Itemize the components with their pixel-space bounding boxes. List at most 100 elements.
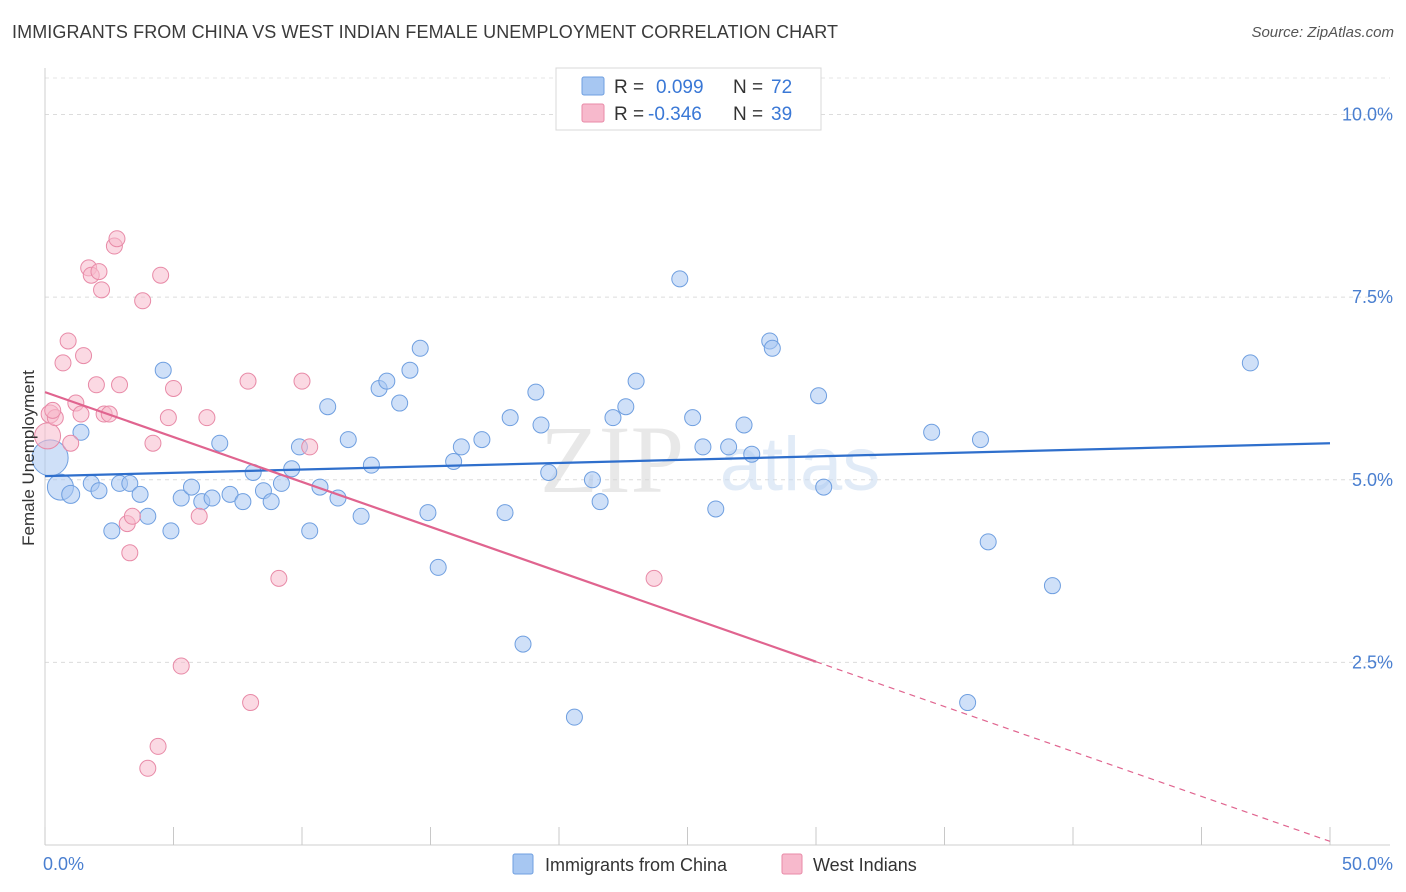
- point-1-28: [190, 507, 208, 525]
- tick-labels: 2.5% 5.0% 7.5% 10.0% 0.0% 50.0%: [43, 105, 1393, 874]
- point-0-38: [419, 504, 437, 522]
- stats-legend: R = 0.099 N = 72 R = -0.346 N = 39: [555, 67, 822, 131]
- point-1-5: [62, 434, 80, 452]
- point-0-44: [501, 409, 519, 427]
- watermark-atlas: atlas: [720, 422, 881, 507]
- point-0-42: [473, 431, 491, 449]
- point-1-3: [54, 354, 72, 372]
- legend-n-label-china: N =: [733, 77, 763, 98]
- point-1-21: [139, 759, 157, 777]
- point-0-39: [429, 558, 447, 576]
- point-0-59: [720, 438, 738, 456]
- legend-swatch-china: [581, 76, 605, 96]
- bottom-legend-label-west-indians: West Indians: [813, 855, 917, 875]
- axes: [44, 68, 1390, 846]
- y-tick-label-3: 10.0%: [1342, 105, 1393, 125]
- point-0-8: [121, 474, 139, 492]
- point-0-63: [763, 339, 781, 357]
- point-0-61: [743, 445, 761, 463]
- point-0-49: [565, 708, 583, 726]
- point-0-58: [707, 500, 725, 518]
- point-1-36: [44, 401, 62, 419]
- gridlines: [45, 77, 1390, 663]
- y-tick-label-0: 2.5%: [1352, 652, 1393, 672]
- point-0-47: [532, 416, 550, 434]
- legend-n-label-west-indians: N =: [733, 104, 763, 125]
- point-1-34: [301, 438, 319, 456]
- point-1-18: [121, 544, 139, 562]
- point-0-6: [103, 522, 121, 540]
- point-0-40: [445, 453, 463, 470]
- point-0-64: [810, 387, 828, 405]
- point-0-43: [496, 504, 514, 522]
- point-0-67: [971, 431, 989, 449]
- series-1: [34, 230, 663, 777]
- point-1-29: [198, 409, 216, 427]
- point-0-54: [627, 372, 645, 390]
- legend-n-value-west-indians: 39: [771, 104, 792, 125]
- point-0-30: [339, 431, 357, 449]
- series-legend: Immigrants from China West Indians: [512, 853, 917, 875]
- point-0-31: [352, 507, 370, 525]
- chart-title: IMMIGRANTS FROM CHINA VS WEST INDIAN FEM…: [12, 22, 839, 42]
- point-1-27: [172, 657, 190, 675]
- point-0-18: [221, 485, 239, 503]
- legend-n-value-china: 72: [771, 77, 792, 98]
- point-0-65: [815, 478, 833, 496]
- trend-line-1: [44, 391, 817, 663]
- point-0-66: [923, 423, 941, 441]
- point-0-14: [182, 478, 200, 496]
- legend-swatch-west-indians: [581, 103, 605, 123]
- point-0-11: [154, 361, 172, 379]
- point-0-37: [411, 339, 429, 357]
- legend-r-label-west-indians: R =: [614, 104, 644, 125]
- point-0-36: [401, 361, 419, 379]
- point-0-27: [311, 478, 329, 496]
- point-0-57: [694, 438, 712, 456]
- point-1-20: [134, 292, 152, 310]
- x-tick-label-min: 0.0%: [43, 854, 84, 874]
- point-0-52: [604, 409, 622, 427]
- point-1-32: [270, 569, 288, 587]
- point-0-35: [391, 394, 409, 412]
- point-1-22: [144, 434, 162, 452]
- point-0-5: [90, 482, 108, 500]
- bottom-legend-label-china: Immigrants from China: [545, 855, 728, 875]
- point-0-48: [540, 463, 558, 481]
- legend-r-label-china: R =: [614, 77, 644, 98]
- point-1-4: [59, 332, 77, 350]
- point-0-12: [162, 522, 180, 540]
- watermark: ZIP atlas: [540, 406, 880, 513]
- point-1-35: [645, 569, 663, 587]
- point-0-26: [301, 522, 319, 540]
- point-0-10: [139, 507, 157, 525]
- legend-r-value-west-indians: -0.346: [648, 104, 702, 125]
- point-0-50: [583, 471, 601, 489]
- point-0-28: [319, 398, 337, 416]
- point-1-31: [242, 694, 260, 712]
- point-1-23: [149, 737, 167, 755]
- point-1-15: [108, 230, 126, 248]
- point-0-68: [979, 533, 997, 551]
- point-0-46: [527, 383, 545, 401]
- point-1-30: [239, 372, 257, 390]
- point-1-25: [159, 409, 177, 427]
- point-1-7: [75, 347, 93, 365]
- point-0-32: [362, 456, 380, 474]
- point-0-17: [211, 434, 229, 452]
- point-0-56: [684, 409, 702, 427]
- y-axis-title: Female Unemployment: [19, 370, 38, 546]
- point-1-33: [293, 372, 311, 390]
- y-tick-label-2: 7.5%: [1352, 287, 1393, 307]
- x-tick-label-max: 50.0%: [1342, 854, 1393, 874]
- legend-r-value-china: 0.099: [656, 77, 704, 98]
- point-0-69: [1043, 577, 1061, 595]
- trend-line-dashed-1: [815, 661, 1331, 842]
- point-0-34: [378, 372, 396, 390]
- point-1-10: [90, 263, 108, 281]
- trend-lines: [44, 391, 1331, 842]
- point-1-38: [87, 376, 105, 394]
- y-tick-label-1: 5.0%: [1352, 470, 1393, 490]
- point-0-45: [514, 635, 532, 653]
